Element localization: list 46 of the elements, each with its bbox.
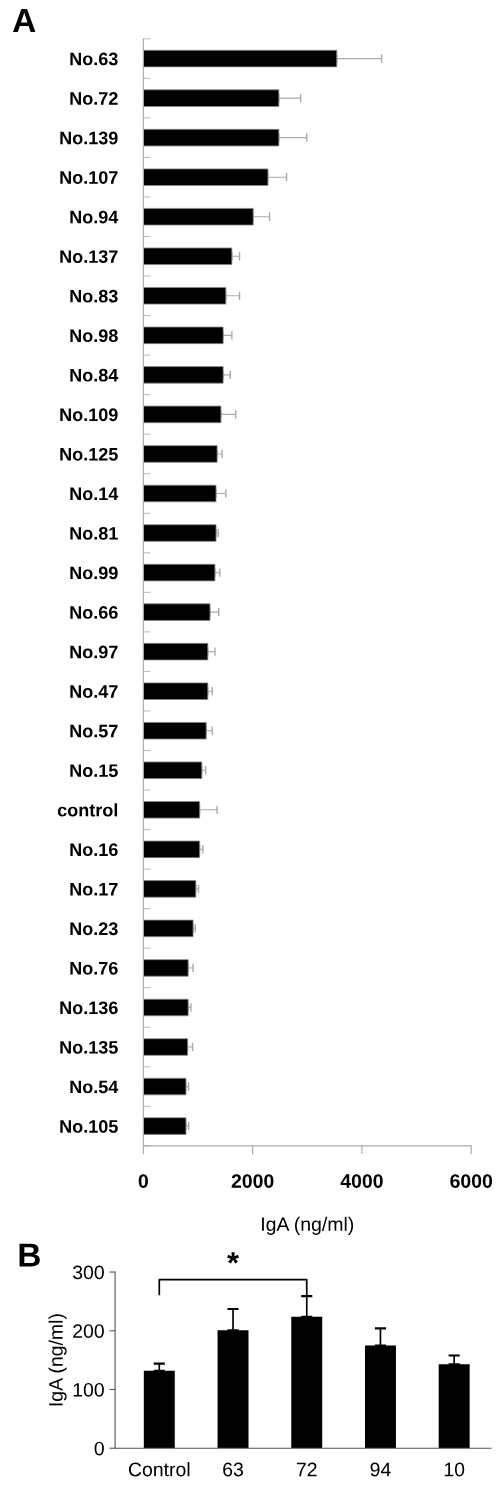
x-tick-label: 10 [444, 1462, 465, 1477]
y-tick-label: No.63 [70, 52, 118, 66]
y-tick-label: No.17 [70, 883, 118, 896]
y-tick-label: No.84 [70, 368, 119, 382]
x-tick-label: 2000 [231, 1174, 274, 1188]
x-tick-label: 72 [296, 1462, 317, 1477]
x-tick-label: 0 [138, 1174, 148, 1188]
y-tick-label: No.125 [60, 447, 118, 461]
y-tick-label: No.139 [60, 131, 118, 145]
chart-title: B [19, 1243, 40, 1267]
text: * [227, 1252, 239, 1264]
y-tick-label: No.16 [70, 843, 118, 857]
y-tick-label: No.83 [70, 289, 118, 303]
chart-title: A [13, 8, 36, 32]
y-tick-label: No.136 [60, 1001, 118, 1015]
y-tick-label: 0 [94, 1441, 104, 1456]
y-tick-label: No.135 [60, 1040, 118, 1054]
x-tick-label: Control [128, 1462, 190, 1477]
x-axis-title: IgA (ng/ml) [262, 1216, 354, 1235]
y-tick-label: No.81 [70, 526, 118, 540]
y-tick-label: No.15 [70, 764, 118, 777]
y-tick-label: No.47 [70, 685, 118, 698]
y-tick-label: No.99 [70, 566, 118, 580]
y-tick-label: No.54 [70, 1080, 119, 1094]
y-tick-label: 300 [72, 1265, 104, 1280]
y-tick-label: control [57, 803, 118, 817]
y-tick-label: No.109 [60, 408, 118, 422]
y-tick-label: 100 [73, 1382, 104, 1397]
y-tick-label: No.98 [70, 329, 118, 343]
y-tick-label: 200 [73, 1324, 104, 1338]
y-tick-label: No.72 [70, 92, 118, 105]
y-tick-label: No.137 [60, 250, 118, 264]
y-tick-label: No.57 [70, 724, 118, 738]
x-tick-label: 6000 [450, 1174, 493, 1188]
x-tick-label: 63 [223, 1462, 243, 1477]
x-tick-label: 94 [370, 1462, 391, 1477]
y-tick-label: No.14 [70, 487, 119, 501]
y-tick-label: No.94 [70, 210, 119, 224]
y-tick-label: No.76 [70, 961, 118, 975]
y-axis-title: IgA (ng/ml) [48, 1314, 67, 1406]
y-tick-label: No.66 [70, 606, 118, 619]
y-tick-label: No.23 [70, 922, 118, 936]
y-tick-label: No.105 [60, 1120, 118, 1133]
y-tick-label: No.97 [70, 645, 118, 659]
x-tick-label: 4000 [340, 1174, 383, 1188]
y-tick-label: No.107 [60, 171, 118, 184]
